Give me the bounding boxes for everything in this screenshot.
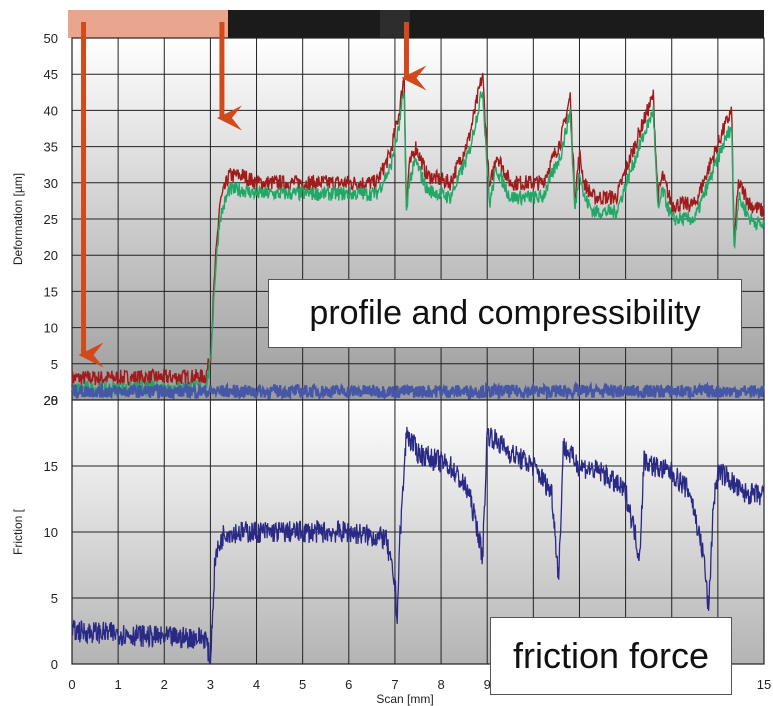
bottom-ytick-label-2: 10	[44, 525, 58, 540]
bottom-xtick-label-5: 5	[299, 677, 306, 692]
bottom-ytick-label-1: 5	[51, 591, 58, 606]
bottom-xtick-label-1: 1	[115, 677, 122, 692]
bottom-xtick-label-4: 4	[253, 677, 260, 692]
top-ytick-label-3: 20	[44, 248, 58, 263]
top-ytick-label-7: 40	[44, 103, 58, 118]
bottom-xtick-label-8: 8	[437, 677, 444, 692]
top-ytick-label-9: 50	[44, 31, 58, 46]
bottom-ytick-label-top: 28	[44, 393, 58, 408]
plot-frame	[71, 399, 765, 665]
top-ytick-label-0: 5	[51, 357, 58, 372]
top-ytick-label-2: 15	[44, 284, 58, 299]
top-arrows	[78, 22, 427, 368]
series-line-0	[71, 72, 765, 388]
bottom-xtick-label-3: 3	[207, 677, 214, 692]
top-ytick-label-8: 45	[44, 67, 58, 82]
profile-annotation-text: profile and compressibility	[309, 294, 701, 332]
top-series	[70, 72, 765, 402]
bottom-xtick-label-9: 9	[484, 677, 491, 692]
bottom-xtick-label-7: 7	[391, 677, 398, 692]
top-ytick-label-4: 25	[44, 212, 58, 227]
bottom-ylabel: Friction [	[11, 508, 25, 555]
top-ytick-label-5: 30	[44, 176, 58, 191]
friction-annotation-box: friction force	[490, 617, 732, 695]
bottom-ytick-label-0: 0	[51, 657, 58, 672]
bottom-series	[71, 426, 765, 665]
bottom-ytick-label-4: 20	[44, 393, 58, 408]
bottom-xtick-label-2: 2	[161, 677, 168, 692]
friction-annotation-text: friction force	[512, 635, 710, 676]
top-ylabel: Deformation [µm]	[11, 173, 25, 265]
series-line-2	[70, 381, 765, 402]
top-ytick-label-1: 10	[44, 321, 58, 336]
bottom-ytick-label-3: 15	[44, 459, 58, 474]
sample-photo-strip	[68, 10, 764, 38]
bottom-xtick-label-15: 15	[757, 677, 771, 692]
profile-annotation-box: profile and compressibility	[268, 279, 742, 348]
friction-line-0	[71, 426, 765, 665]
bottom-xlabel: Scan [mm]	[376, 692, 433, 706]
top-ytick-labels: 5 10 15 20 25 30 35 40 45 50	[44, 31, 58, 372]
top-ytick-label-6: 35	[44, 140, 58, 155]
bottom-xtick-label-6: 6	[345, 677, 352, 692]
bottom-xtick-label-0: 0	[68, 677, 75, 692]
